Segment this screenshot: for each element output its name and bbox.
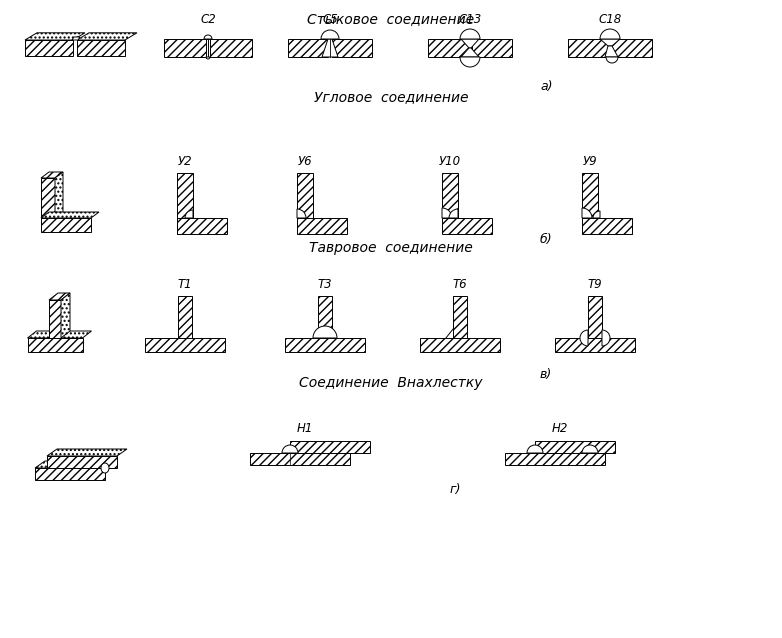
Text: С13: С13: [458, 13, 482, 26]
Polygon shape: [47, 449, 127, 456]
Text: Стыковое  соединение: Стыковое соединение: [307, 12, 475, 26]
Bar: [453, 296, 467, 338]
Bar: [297, 218, 347, 234]
Polygon shape: [35, 461, 115, 468]
Ellipse shape: [101, 463, 109, 473]
Polygon shape: [461, 39, 479, 48]
Polygon shape: [41, 178, 55, 218]
Bar: [582, 218, 632, 234]
Text: Т1: Т1: [178, 278, 192, 291]
Bar: [145, 338, 225, 352]
Text: У9: У9: [583, 155, 597, 168]
Text: Т9: Т9: [588, 278, 602, 291]
Polygon shape: [72, 37, 80, 40]
Wedge shape: [185, 210, 193, 218]
Polygon shape: [445, 328, 453, 338]
Text: б): б): [540, 233, 553, 246]
Bar: [535, 441, 615, 453]
Wedge shape: [321, 30, 339, 39]
Polygon shape: [41, 172, 63, 178]
Wedge shape: [600, 29, 620, 39]
Bar: [420, 338, 500, 352]
Text: С18: С18: [598, 13, 622, 26]
Polygon shape: [41, 218, 91, 232]
Bar: [178, 296, 192, 338]
Polygon shape: [41, 212, 99, 218]
Bar: [210, 39, 252, 57]
Text: а): а): [540, 80, 553, 93]
Polygon shape: [461, 48, 479, 57]
Wedge shape: [582, 445, 598, 453]
Polygon shape: [322, 39, 338, 57]
Wedge shape: [593, 211, 600, 218]
Polygon shape: [61, 293, 70, 338]
Bar: [612, 39, 652, 57]
Bar: [177, 218, 227, 234]
Wedge shape: [606, 57, 618, 63]
Wedge shape: [602, 330, 610, 346]
Wedge shape: [460, 29, 480, 39]
Wedge shape: [527, 445, 543, 453]
Text: У2: У2: [178, 155, 192, 168]
Bar: [505, 453, 605, 465]
Bar: [472, 39, 512, 57]
Bar: [288, 39, 328, 57]
Wedge shape: [297, 209, 306, 218]
Bar: [332, 39, 372, 57]
Text: в): в): [540, 368, 552, 381]
Wedge shape: [449, 209, 458, 218]
Bar: [177, 173, 193, 218]
Wedge shape: [582, 208, 592, 218]
Wedge shape: [282, 445, 298, 453]
Bar: [206, 39, 210, 57]
Text: Соединение  Внахлестку: Соединение Внахлестку: [300, 376, 482, 390]
Polygon shape: [605, 46, 618, 57]
Bar: [290, 441, 370, 453]
Wedge shape: [206, 57, 210, 59]
Bar: [568, 39, 608, 57]
Polygon shape: [27, 338, 82, 352]
Bar: [442, 218, 492, 234]
Text: Т6: Т6: [453, 278, 468, 291]
Polygon shape: [27, 331, 91, 338]
Text: Тавровое  соединение: Тавровое соединение: [309, 241, 473, 255]
Text: У6: У6: [298, 155, 312, 168]
Text: г): г): [450, 483, 461, 496]
Bar: [588, 296, 602, 338]
Wedge shape: [204, 35, 212, 39]
Text: У10: У10: [439, 155, 461, 168]
Text: Н2: Н2: [552, 422, 569, 435]
Wedge shape: [313, 326, 337, 338]
Text: С2: С2: [200, 13, 216, 26]
Polygon shape: [49, 300, 61, 338]
Polygon shape: [35, 468, 105, 480]
Polygon shape: [49, 293, 70, 300]
Bar: [428, 39, 468, 57]
Wedge shape: [460, 57, 480, 67]
Text: Т3: Т3: [317, 278, 332, 291]
Bar: [285, 338, 365, 352]
Polygon shape: [47, 456, 117, 468]
Bar: [582, 173, 598, 218]
Polygon shape: [77, 40, 125, 56]
Bar: [297, 173, 313, 218]
Bar: [164, 39, 206, 57]
Polygon shape: [600, 39, 620, 46]
Text: С5: С5: [322, 13, 338, 26]
Bar: [555, 338, 635, 352]
Polygon shape: [25, 40, 73, 56]
Polygon shape: [55, 172, 63, 218]
Bar: [250, 453, 350, 465]
Wedge shape: [442, 208, 452, 218]
Bar: [318, 296, 332, 338]
Polygon shape: [25, 33, 85, 40]
Bar: [442, 173, 458, 218]
Text: Угловое  соединение: Угловое соединение: [314, 90, 468, 104]
Text: Н1: Н1: [297, 422, 313, 435]
Wedge shape: [580, 330, 588, 346]
Polygon shape: [77, 33, 137, 40]
